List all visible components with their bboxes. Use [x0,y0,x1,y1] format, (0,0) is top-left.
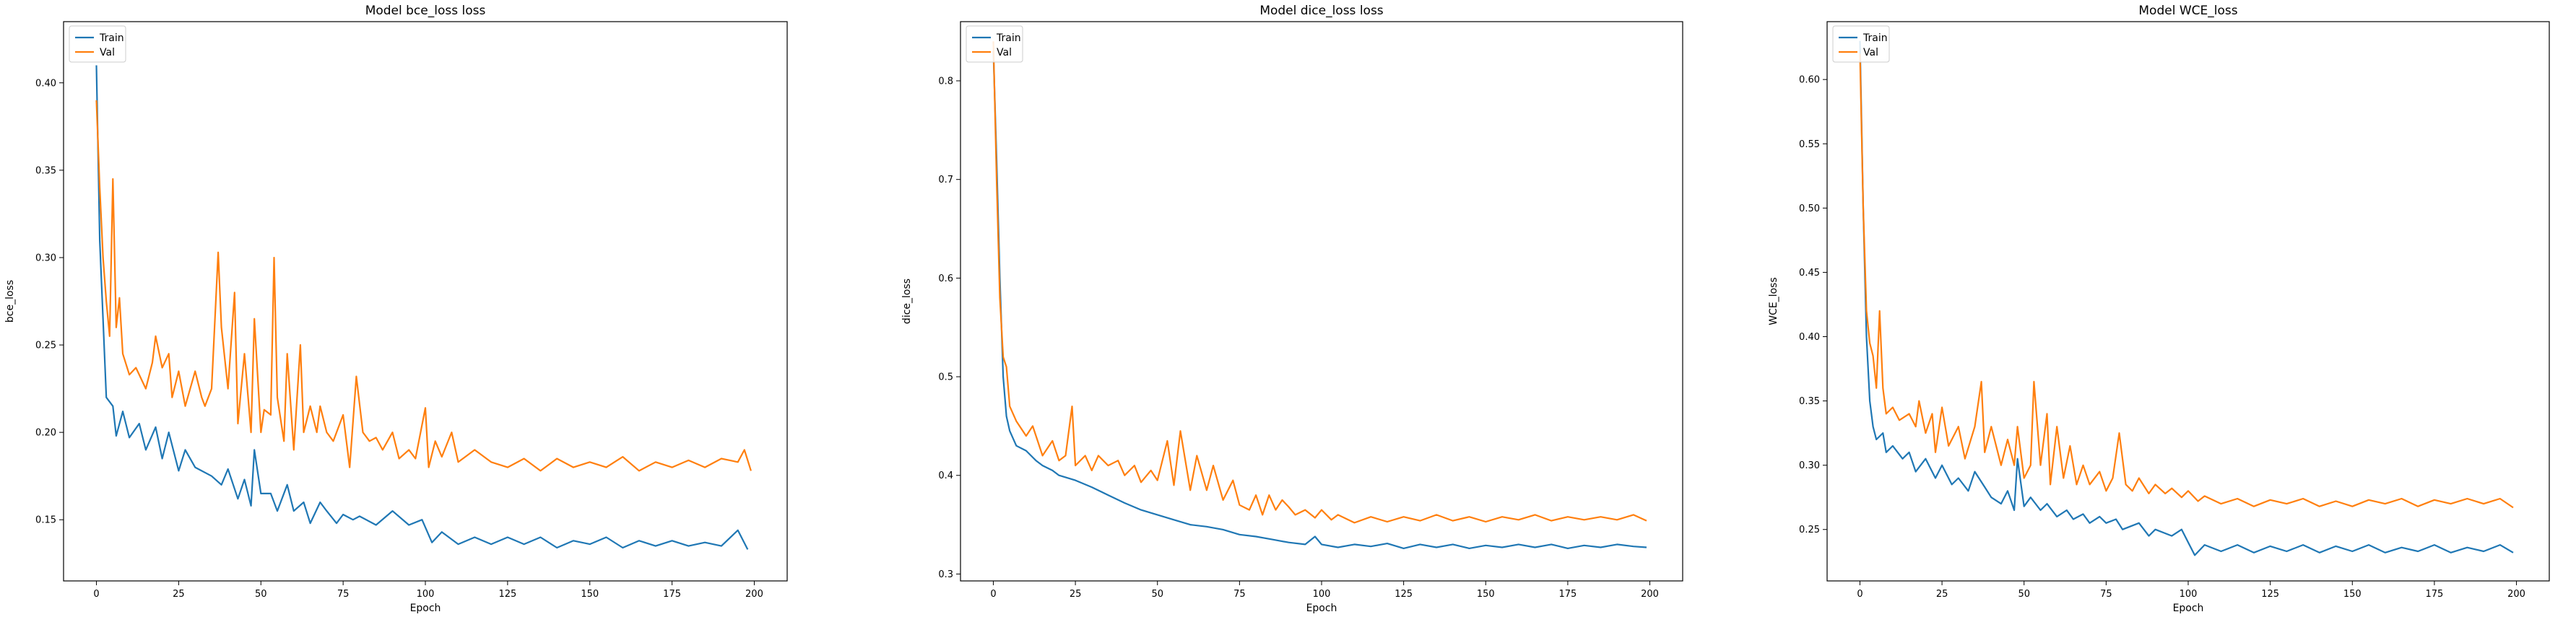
x-tick-label: 25 [1070,589,1082,600]
x-tick-label: 150 [581,589,599,600]
y-tick-label: 0.3 [938,569,953,580]
legend: Train Val [69,25,126,63]
y-tick-label: 0.50 [1799,204,1820,214]
y-axis-label: dice_loss [901,279,913,324]
legend-box [69,25,126,63]
legend: Train Val [966,25,1023,63]
x-tick-label: 50 [1151,589,1163,600]
y-tick-label: 0.35 [1799,396,1820,407]
y-tick-label: 0.30 [35,253,56,263]
chart-title: Model bce_loss loss [365,4,486,18]
x-tick-label: 0 [1857,589,1862,600]
chart-panel-3: 0 25 50 75 100 125 150 175 200 0.25 0.30 0.35 0.40 0.… [1768,4,2550,614]
y-tick-label: 0.25 [1799,525,1820,535]
y-tick-label: 0.40 [35,78,56,89]
x-tick-label: 0 [93,589,99,600]
chart-panel-2: 0 25 50 75 100 125 150 175 200 0.3 0.4 0.5 0.6 0.7 0.8… [901,4,1683,614]
y-tick-label: 0.35 [35,165,56,176]
legend-box [966,25,1023,63]
x-tick-label: 200 [745,589,763,600]
legend-label-train: Train [996,32,1021,44]
y-tick-label: 0.45 [1799,268,1820,279]
chart-title: Model WCE_loss [2138,4,2237,18]
series-line-train [95,65,749,550]
x-tick-label: 150 [1477,589,1495,600]
series-line-train [1859,40,2514,556]
y-tick-label: 0.8 [938,76,953,87]
y-tick-label: 0.30 [1799,460,1820,471]
x-tick-label: 25 [173,589,185,600]
y-tick-label: 0.60 [1799,75,1820,86]
legend: Train Val [1832,25,1890,63]
x-tick-label: 50 [2018,589,2030,600]
series-line-val [1859,53,2514,509]
x-tick-label: 75 [2100,589,2112,600]
chart-panel-1: 0 25 50 75 100 125 150 175 200 0.15 0.20 0.25 0.30 0.… [4,4,788,614]
legend-label-train: Train [99,32,124,44]
series-line-train [992,51,1647,549]
x-tick-label: 100 [2180,589,2198,600]
x-tick-label: 125 [498,589,516,600]
x-tick-label: 175 [1558,589,1577,600]
x-tick-label: 50 [255,589,267,600]
y-axis-label: bce_loss [4,280,16,323]
legend-label-train: Train [1862,32,1888,44]
x-tick-label: 100 [1313,589,1331,600]
y-tick-label: 0.40 [1799,332,1820,343]
x-tick-label: 150 [2343,589,2362,600]
x-axis-label: Epoch [1306,603,1337,614]
y-tick-label: 0.7 [938,175,953,185]
y-tick-label: 0.4 [938,471,953,481]
y-tick-label: 0.55 [1799,139,1820,150]
x-tick-label: 25 [1936,589,1948,600]
x-tick-label: 125 [1395,589,1413,600]
y-axis-label: WCE_loss [1768,277,1779,325]
y-tick-label: 0.20 [35,428,56,439]
y-tick-label: 0.25 [35,341,56,351]
x-axis-label: Epoch [410,603,441,614]
x-axis-label: Epoch [2173,603,2204,614]
legend-label-val: Val [997,47,1012,58]
x-tick-label: 200 [1641,589,1659,600]
y-tick-label: 0.5 [938,372,953,383]
chart-title: Model dice_loss loss [1259,4,1383,18]
x-tick-label: 175 [2425,589,2443,600]
legend-label-val: Val [1863,47,1878,58]
legend-label-val: Val [100,47,115,58]
x-tick-label: 200 [2507,589,2525,600]
legend-box [1832,25,1890,63]
x-tick-label: 100 [417,589,435,600]
x-tick-label: 75 [1233,589,1246,600]
x-tick-label: 0 [990,589,996,600]
x-tick-label: 75 [337,589,350,600]
series-line-val [95,100,752,472]
x-tick-label: 175 [663,589,681,600]
x-tick-label: 125 [2261,589,2279,600]
y-tick-label: 0.15 [35,515,56,526]
series-line-val [992,41,1647,524]
y-tick-label: 0.6 [938,274,953,284]
